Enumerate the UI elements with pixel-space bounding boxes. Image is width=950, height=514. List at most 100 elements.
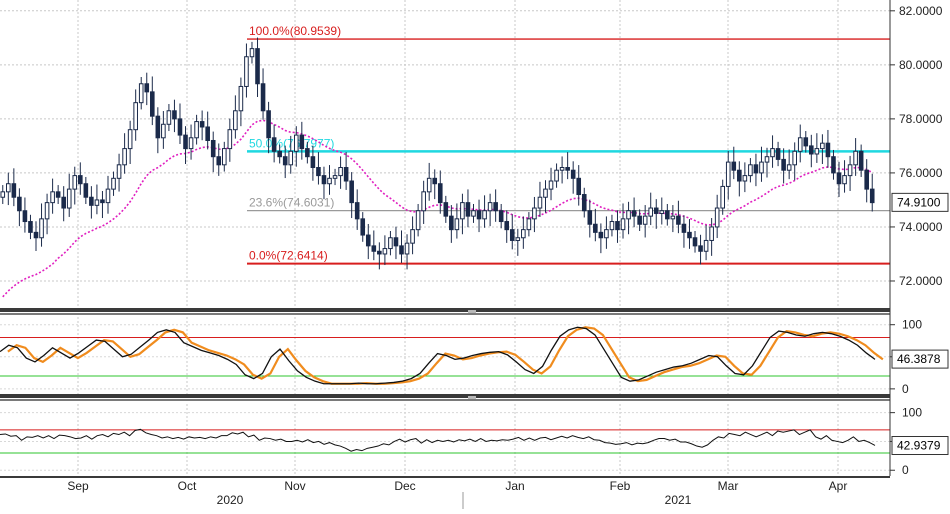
candle-body[interactable] [731, 161, 737, 171]
candle-body[interactable] [809, 145, 814, 155]
candle-body[interactable] [238, 85, 244, 112]
candle-body[interactable] [388, 237, 393, 250]
candle-body[interactable] [587, 210, 593, 225]
candle-body[interactable] [748, 164, 753, 177]
candle-body[interactable] [720, 185, 726, 209]
candle-body[interactable] [820, 142, 825, 150]
time-axis[interactable]: Sep Oct Nov Dec Jan Feb Mar Apr 2020 202… [67, 479, 847, 509]
candle-body[interactable] [260, 83, 266, 112]
candle-body[interactable] [305, 148, 310, 158]
candle-body[interactable] [183, 134, 188, 150]
fib-level-label[interactable]: 50.0%(76.7977) [249, 136, 334, 150]
candle-body[interactable] [426, 177, 432, 193]
candle-body[interactable] [437, 183, 443, 204]
candle-body[interactable] [354, 202, 360, 220]
candle-body[interactable] [687, 231, 692, 239]
price-y-axis[interactable]: 82.0000 80.0000 78.0000 76.0000 74.0000 … [899, 4, 943, 288]
fib-level-label[interactable]: 0.0%(72.6414) [249, 249, 328, 263]
candle-body[interactable] [449, 215, 454, 231]
candle-body[interactable] [199, 121, 205, 128]
candle-body[interactable] [116, 164, 122, 179]
signal-line[interactable] [7, 326, 884, 385]
candle-body[interactable] [648, 207, 654, 217]
candle-body[interactable] [299, 134, 305, 150]
candle-body[interactable] [471, 210, 476, 217]
candle-body[interactable] [781, 158, 786, 171]
candle-body[interactable] [155, 115, 161, 139]
candle-body[interactable] [277, 150, 282, 158]
candle-body[interactable] [149, 91, 155, 117]
candle-body[interactable] [138, 83, 144, 104]
candle-body[interactable] [642, 215, 648, 225]
candle-body[interactable] [221, 148, 227, 166]
candle-body[interactable] [133, 102, 138, 131]
candle-body[interactable] [659, 210, 665, 214]
candle-body[interactable] [11, 183, 17, 198]
candle-body[interactable] [714, 207, 720, 228]
candle-body[interactable] [831, 156, 836, 174]
candle-body[interactable] [786, 164, 792, 171]
candle-body[interactable] [94, 199, 100, 206]
candle-body[interactable] [565, 167, 570, 171]
candle-body[interactable] [172, 110, 177, 120]
candle-body[interactable] [631, 210, 637, 217]
candle-body[interactable] [66, 188, 72, 209]
candle-body[interactable] [847, 164, 853, 177]
fib-level-label[interactable]: 100.0%(80.9539) [249, 24, 341, 38]
candle-body[interactable] [465, 202, 471, 217]
candle-body[interactable] [504, 221, 510, 231]
fib-level-label[interactable]: 23.6%(74.6031) [249, 196, 334, 210]
candle-body[interactable] [570, 169, 576, 179]
candle-body[interactable] [676, 215, 681, 225]
candle-body[interactable] [764, 156, 770, 163]
candle-body[interactable] [421, 191, 426, 212]
candle-body[interactable] [670, 215, 676, 220]
candle-body[interactable] [692, 237, 698, 247]
candle-body[interactable] [443, 202, 449, 217]
candle-body[interactable] [515, 237, 521, 241]
candle-body[interactable] [78, 175, 83, 185]
candle-body[interactable] [44, 202, 50, 220]
candle-body[interactable] [759, 161, 764, 174]
candle-body[interactable] [526, 218, 532, 231]
candle-body[interactable] [377, 250, 382, 255]
candle-body[interactable] [593, 223, 598, 233]
candle-body[interactable] [399, 245, 404, 255]
candle-body[interactable] [842, 175, 847, 185]
candle-body[interactable] [194, 121, 199, 139]
candle-body[interactable] [626, 210, 631, 220]
candle-body[interactable] [576, 177, 582, 196]
candle-body[interactable] [0, 191, 6, 198]
candle-body[interactable] [161, 123, 166, 139]
candle-body[interactable] [869, 188, 875, 204]
candle-body[interactable] [653, 207, 659, 214]
candle-body[interactable] [360, 218, 366, 236]
candle-body[interactable] [620, 218, 626, 231]
candle-body[interactable] [310, 156, 316, 169]
candle-body[interactable] [609, 221, 615, 231]
candle-body[interactable] [775, 148, 781, 160]
candle-body[interactable] [858, 150, 864, 171]
candle-body[interactable] [382, 248, 388, 255]
candle-body[interactable] [72, 175, 78, 190]
candle-body[interactable] [6, 183, 11, 193]
candle-body[interactable] [703, 239, 709, 252]
candle-body[interactable] [864, 169, 869, 190]
pane-separator[interactable] [0, 394, 890, 398]
candle-body[interactable] [814, 148, 820, 155]
candle-body[interactable] [343, 167, 349, 182]
candle-body[interactable] [282, 156, 288, 166]
candle-body[interactable] [487, 202, 493, 212]
candle-body[interactable] [244, 56, 249, 87]
candle-body[interactable] [50, 191, 55, 204]
candle-body[interactable] [105, 188, 111, 204]
candle-body[interactable] [100, 199, 105, 204]
candle-body[interactable] [39, 218, 44, 239]
candle-body[interactable] [188, 137, 194, 150]
candle-body[interactable] [288, 150, 294, 166]
candle-body[interactable] [22, 210, 28, 223]
candle-body[interactable] [293, 134, 299, 152]
candle-body[interactable] [166, 110, 172, 125]
candle-body[interactable] [249, 48, 255, 58]
candle-body[interactable] [89, 196, 94, 206]
